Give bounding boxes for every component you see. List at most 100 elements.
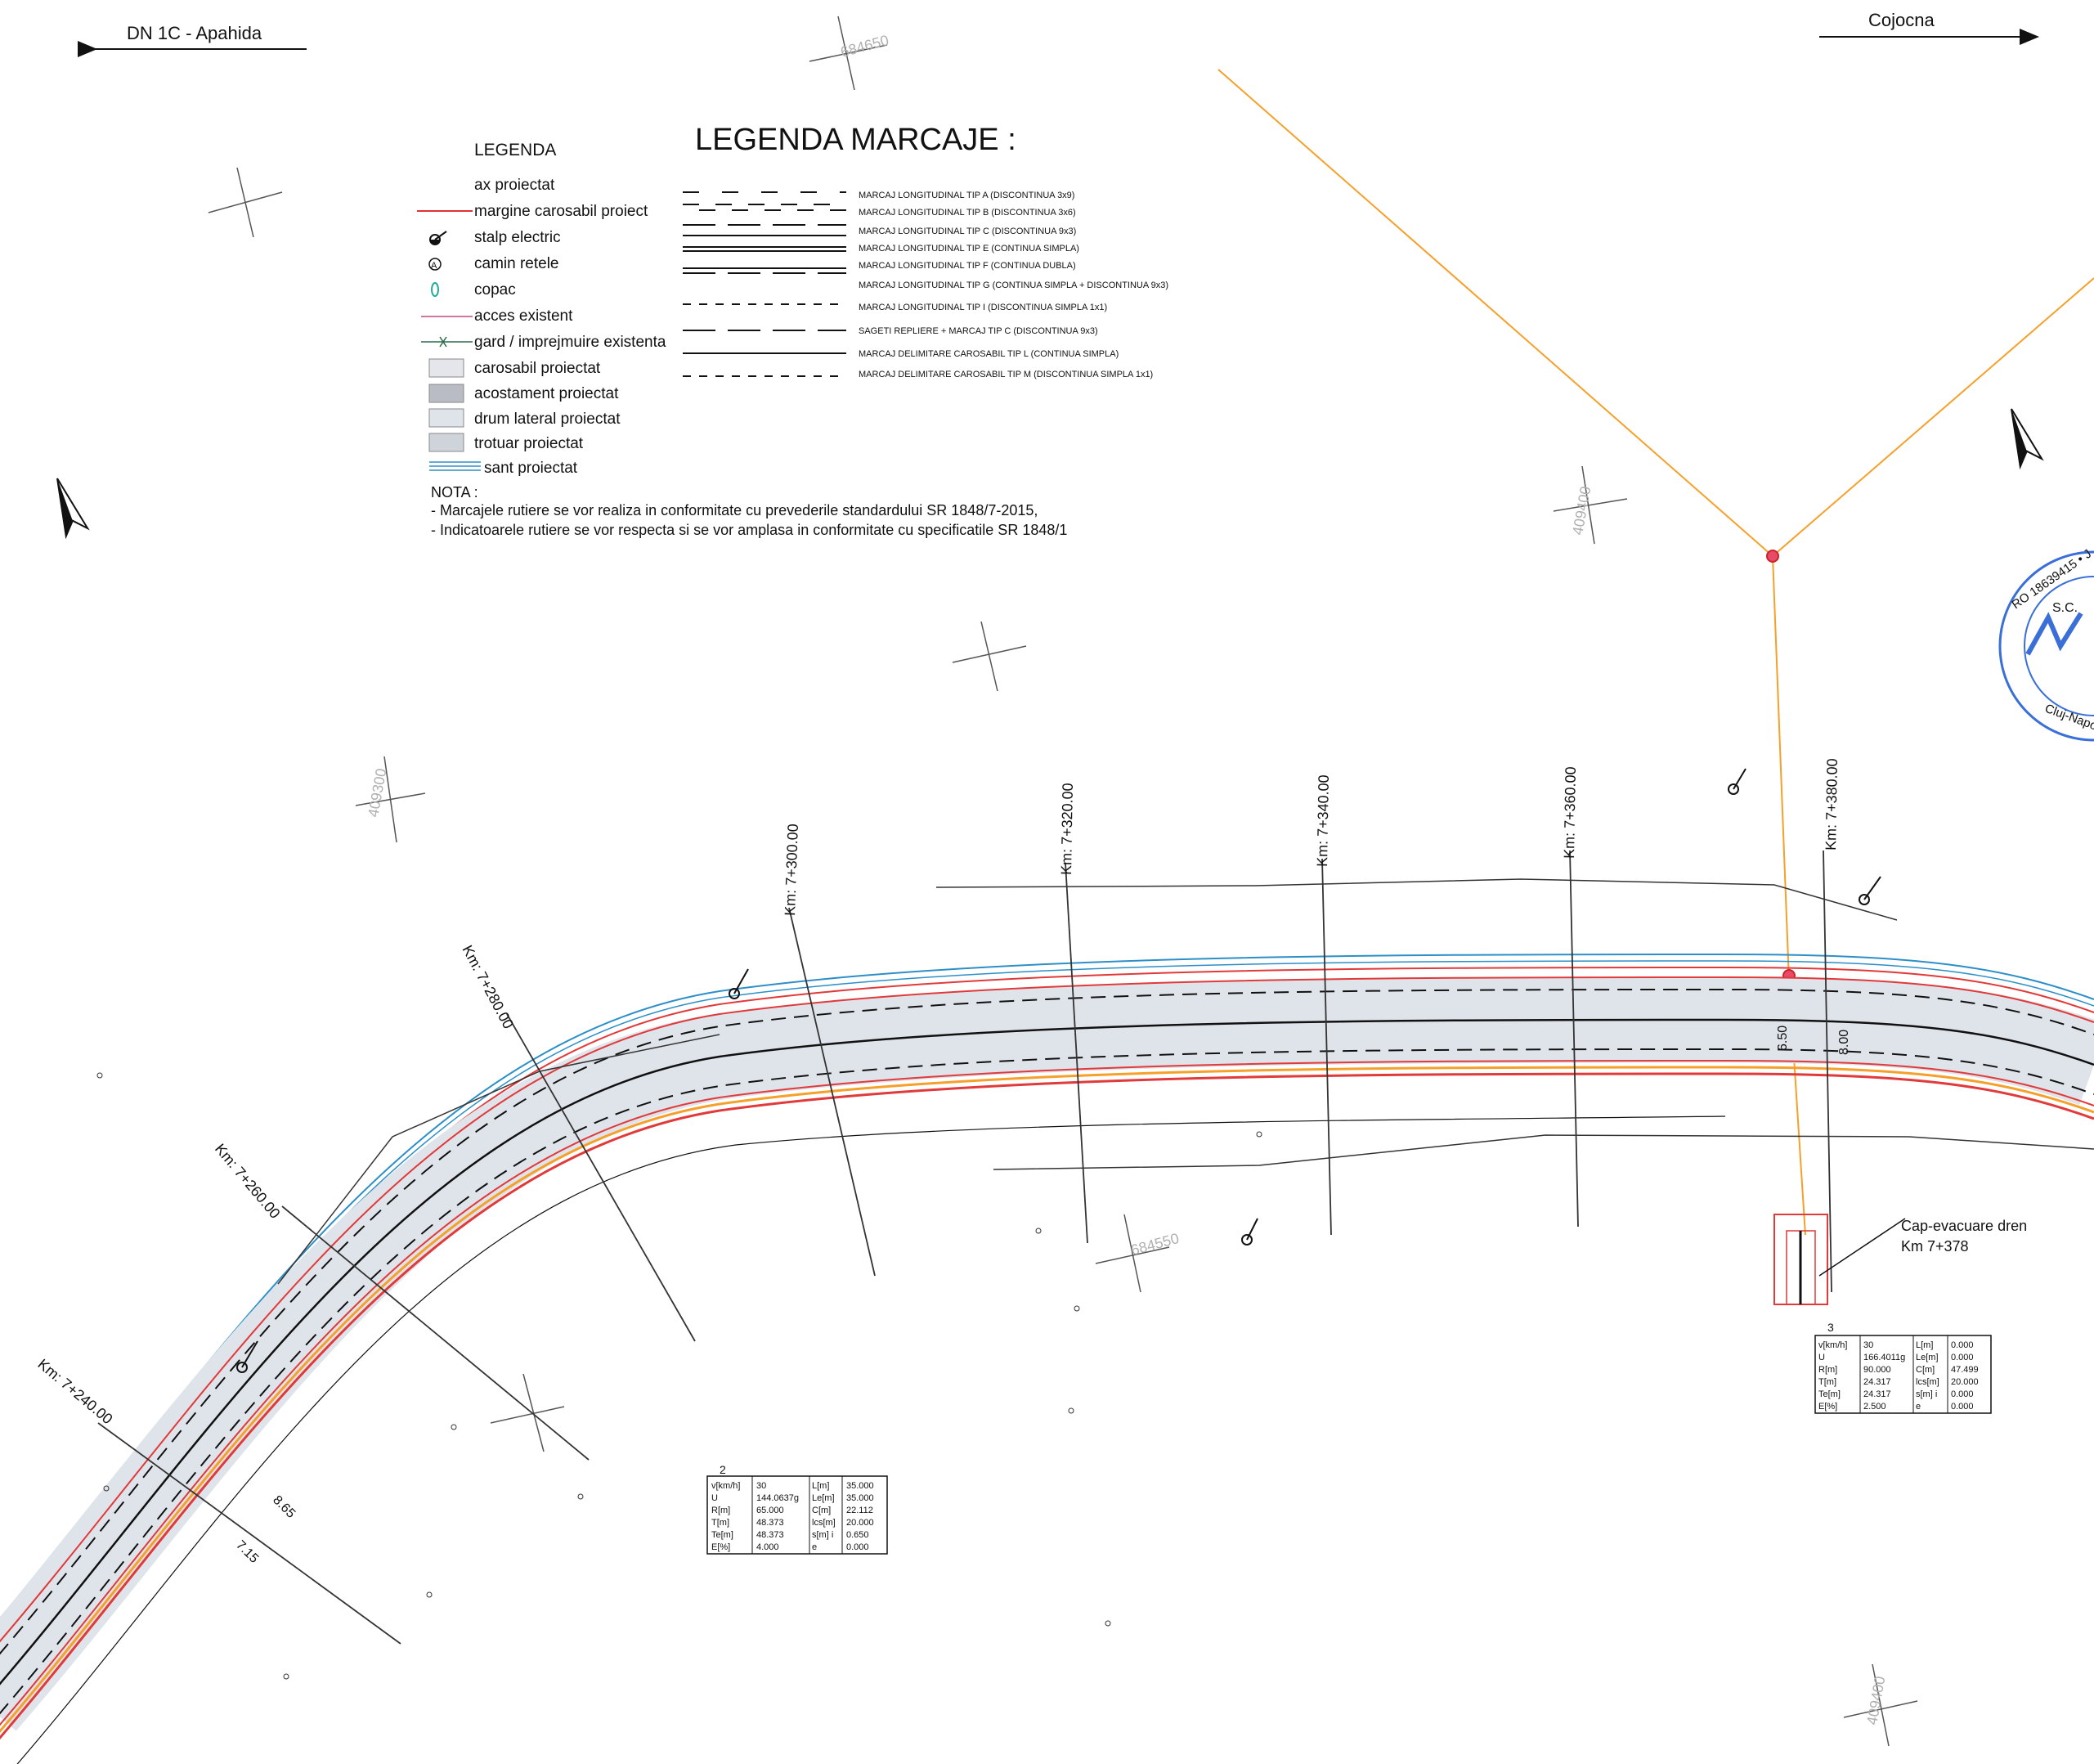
table-cell: 24.317 [1863, 1377, 1891, 1387]
table-cell: 22.112 [846, 1506, 873, 1515]
chainage-label: Km: 7+340.00 [1314, 774, 1332, 867]
table-cell: 0.000 [846, 1542, 869, 1552]
nota: NOTA : - Marcajele rutiere se vor realiz… [431, 484, 1067, 538]
drain-outlet-km: Km 7+378 [1901, 1238, 1969, 1255]
chainage-label: Km: 7+280.00 [459, 942, 517, 1031]
electric-pole-icon [429, 231, 447, 245]
chainage-label: Km: 7+320.00 [1058, 783, 1076, 875]
nota-line: - Marcajele rutiere se vor realiza in co… [431, 502, 1038, 518]
direction-left: DN 1C - Apahida [78, 23, 307, 57]
marcaj-item: SAGETI REPLIERE + MARCAJ TIP C (DISCONTI… [859, 326, 1098, 336]
table-cell: 65.000 [756, 1506, 784, 1515]
legend-item: acostament proiectat [474, 385, 619, 402]
chainage-label: Km: 7+260.00 [212, 1141, 284, 1222]
grid-label: 409300 [365, 767, 389, 819]
tree-icon [431, 282, 439, 297]
table-cell: C[m] [812, 1506, 831, 1515]
table-cell: 35.000 [846, 1481, 874, 1491]
legend-item: stalp electric [474, 229, 561, 246]
table-cell: 47.499 [1951, 1365, 1979, 1375]
marcaj-item: MARCAJ LONGITUDINAL TIP G (CONTINUA SIMP… [859, 281, 1168, 290]
drain-outlet: Cap-evacuare dren Km 7+378 [1773, 1214, 2027, 1305]
chainage-label: Km: 7+380.00 [1823, 758, 1841, 851]
table-cell: 0.650 [846, 1530, 869, 1540]
chainage-label: Km: 7+300.00 [782, 824, 801, 916]
marcaj-item: MARCAJ LONGITUDINAL TIP A (DISCONTINUA 3… [859, 191, 1074, 200]
existing-lines [277, 878, 2094, 1285]
curve-table-number: 2 [720, 1463, 726, 1476]
table-cell: 4.000 [756, 1542, 779, 1552]
table-cell: L[m] [1916, 1340, 1933, 1350]
curve-table-2: 2 v[km/h] 30 L[m] 35.000 U 144.0637g Le[… [706, 1463, 888, 1555]
table-cell: R[m] [711, 1506, 730, 1515]
table-cell: 48.373 [756, 1530, 784, 1540]
table-cell: 24.317 [1863, 1389, 1891, 1399]
table-cell: 0.000 [1951, 1340, 1974, 1350]
table-cell: v[km/h] [711, 1481, 740, 1491]
table-cell: s[m] i [1916, 1389, 1937, 1399]
legend: LEGENDA A ax proiectat margine carosabil… [417, 141, 666, 477]
width-label: 6.50 [1776, 1026, 1790, 1051]
table-cell: 90.000 [1863, 1365, 1891, 1375]
north-arrow-right [2011, 408, 2044, 470]
width-label: 7.15 [233, 1538, 261, 1566]
direction-right: Cojocna [1819, 10, 2039, 45]
width-dimensions: 8.65 7.15 6.50 8.00 [233, 1026, 1851, 1566]
marcaj-item: MARCAJ LONGITUDINAL TIP I (DISCONTINUA S… [859, 303, 1107, 312]
table-cell: U [1818, 1353, 1825, 1362]
survey-points [96, 1072, 1262, 1680]
grid-label: 684650 [839, 32, 890, 61]
table-cell: 0.000 [1951, 1402, 1974, 1412]
width-label: 8.65 [270, 1493, 298, 1521]
legend-marcaje-title: LEGENDA MARCAJE : [695, 123, 1016, 157]
marcaj-item: MARCAJ LONGITUDINAL TIP C (DISCONTINUA 9… [859, 227, 1076, 236]
table-cell: 166.4011g [1863, 1353, 1905, 1362]
grid-label: 684550 [1129, 1230, 1181, 1259]
table-cell: 20.000 [1951, 1377, 1979, 1387]
table-cell: e [1916, 1402, 1921, 1412]
network-chamber-icon: A [428, 258, 442, 271]
direction-right-label: Cojocna [1868, 10, 1935, 30]
grid-crosses [208, 16, 1918, 1747]
curve-table-number: 3 [1827, 1321, 1834, 1334]
marcaj-item: MARCAJ LONGITUDINAL TIP B (DISCONTINUA 3… [859, 208, 1076, 218]
stamp-text: S.C. [2052, 601, 2078, 615]
table-cell: 0.000 [1951, 1389, 1974, 1399]
table-cell: 2.500 [1863, 1402, 1886, 1412]
marcaj-item: MARCAJ DELIMITARE CAROSABIL TIP M (DISCO… [859, 370, 1153, 379]
grid-label: 409400 [1569, 485, 1594, 536]
nota-title: NOTA : [431, 484, 478, 500]
table-cell: R[m] [1818, 1365, 1837, 1375]
legend-item: ax proiectat [474, 177, 555, 194]
legend-item: acces existent [474, 307, 573, 325]
legend-item: copac [474, 281, 516, 298]
marcaj-item: MARCAJ DELIMITARE CAROSABIL TIP L (CONTI… [859, 349, 1119, 359]
direction-left-label: DN 1C - Apahida [127, 23, 262, 43]
table-cell: e [812, 1542, 817, 1552]
table-cell: 48.373 [756, 1518, 784, 1528]
legend-item: carosabil proiectat [474, 360, 601, 377]
ditch-icon [429, 461, 481, 471]
svg-text:A: A [431, 261, 437, 271]
table-cell: U [711, 1493, 718, 1503]
company-stamp: RO 18639415 • J S.C. Cluj-Napo [1998, 547, 2094, 742]
table-cell: lcs[m] [1916, 1377, 1939, 1387]
table-cell: 30 [1863, 1340, 1873, 1350]
table-cell: Le[m] [812, 1493, 835, 1503]
legend-item: sant proiectat [484, 460, 578, 477]
legend-item: camin retele [474, 255, 559, 272]
table-cell: 144.0637g [756, 1493, 799, 1503]
table-cell: Le[m] [1916, 1353, 1939, 1362]
chainage-label: Km: 7+360.00 [1561, 766, 1579, 859]
drain-outlet-label: Cap-evacuare dren [1901, 1218, 2027, 1234]
legend-title: LEGENDA [474, 141, 556, 159]
table-cell: T[m] [1818, 1377, 1836, 1387]
table-cell: v[km/h] [1818, 1340, 1847, 1350]
table-cell: 35.000 [846, 1493, 874, 1503]
table-cell: lcs[m] [812, 1518, 836, 1528]
curve-table-3: 3 v[km/h] 30 L[m] 0.000 U 166.4011g Le[m… [1814, 1321, 1992, 1414]
table-cell: s[m] i [812, 1530, 833, 1540]
table-cell: E[%] [711, 1542, 730, 1552]
marcaj-item: MARCAJ LONGITUDINAL TIP E (CONTINUA SIMP… [859, 244, 1079, 254]
legend-item: margine carosabil proiect [474, 203, 648, 220]
